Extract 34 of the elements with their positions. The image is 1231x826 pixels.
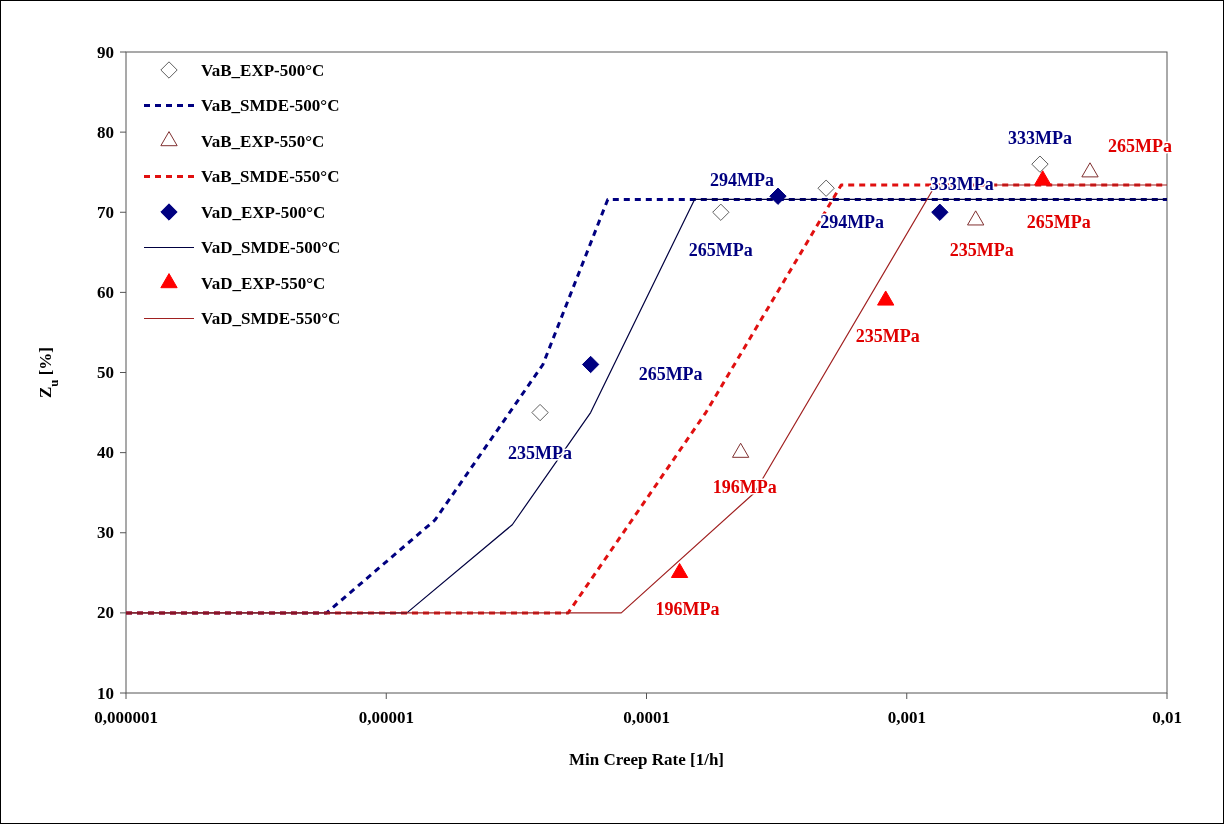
y-tick-label: 20 — [97, 603, 114, 623]
y-tick-label: 90 — [97, 42, 114, 62]
annotation: 235MPa — [855, 326, 920, 347]
annotation: 294MPa — [820, 212, 885, 233]
legend-label: VaB_EXP-500°C — [201, 60, 325, 80]
legend-label: VaB_EXP-550°C — [201, 131, 325, 151]
annotation: 294MPa — [709, 170, 774, 191]
y-tick-label: 30 — [97, 523, 114, 543]
x-tick-label: 0,001 — [887, 708, 926, 727]
annotation: 235MPa — [949, 240, 1014, 261]
x-tick-label: 0,00001 — [358, 708, 414, 727]
legend-label: VaB_SMDE-500°C — [201, 96, 340, 115]
legend-label: VaD_EXP-500°C — [201, 202, 326, 222]
y-tick-label: 60 — [97, 282, 114, 302]
annotation: 333MPa — [1007, 128, 1072, 149]
y-tick-label: 10 — [97, 683, 114, 703]
y-tick-label: 70 — [97, 202, 114, 222]
y-tick-label: 80 — [97, 122, 114, 142]
annotation: 265MPa — [1026, 212, 1091, 233]
x-tick-label: 0,0001 — [623, 708, 670, 727]
legend-label: VaB_SMDE-550°C — [201, 167, 340, 186]
legend-label: VaD_SMDE-500°C — [201, 238, 341, 257]
y-tick-label: 50 — [97, 363, 114, 382]
annotation: 333MPa — [929, 174, 994, 195]
annotation: 265MPa — [1108, 136, 1172, 157]
x-axis-title: Min Creep Rate [1/h] — [568, 750, 725, 769]
annotation: 265MPa — [638, 364, 703, 385]
annotation: 265MPa — [688, 240, 753, 261]
annotation: 196MPa — [655, 598, 720, 619]
legend-label: VaD_SMDE-550°C — [201, 309, 341, 328]
x-tick-label: 0,000001 — [94, 708, 158, 727]
legend-label: VaD_EXP-550°C — [201, 273, 326, 293]
x-tick-label: 0,01 — [1152, 708, 1182, 727]
y-tick-label: 40 — [97, 443, 114, 463]
